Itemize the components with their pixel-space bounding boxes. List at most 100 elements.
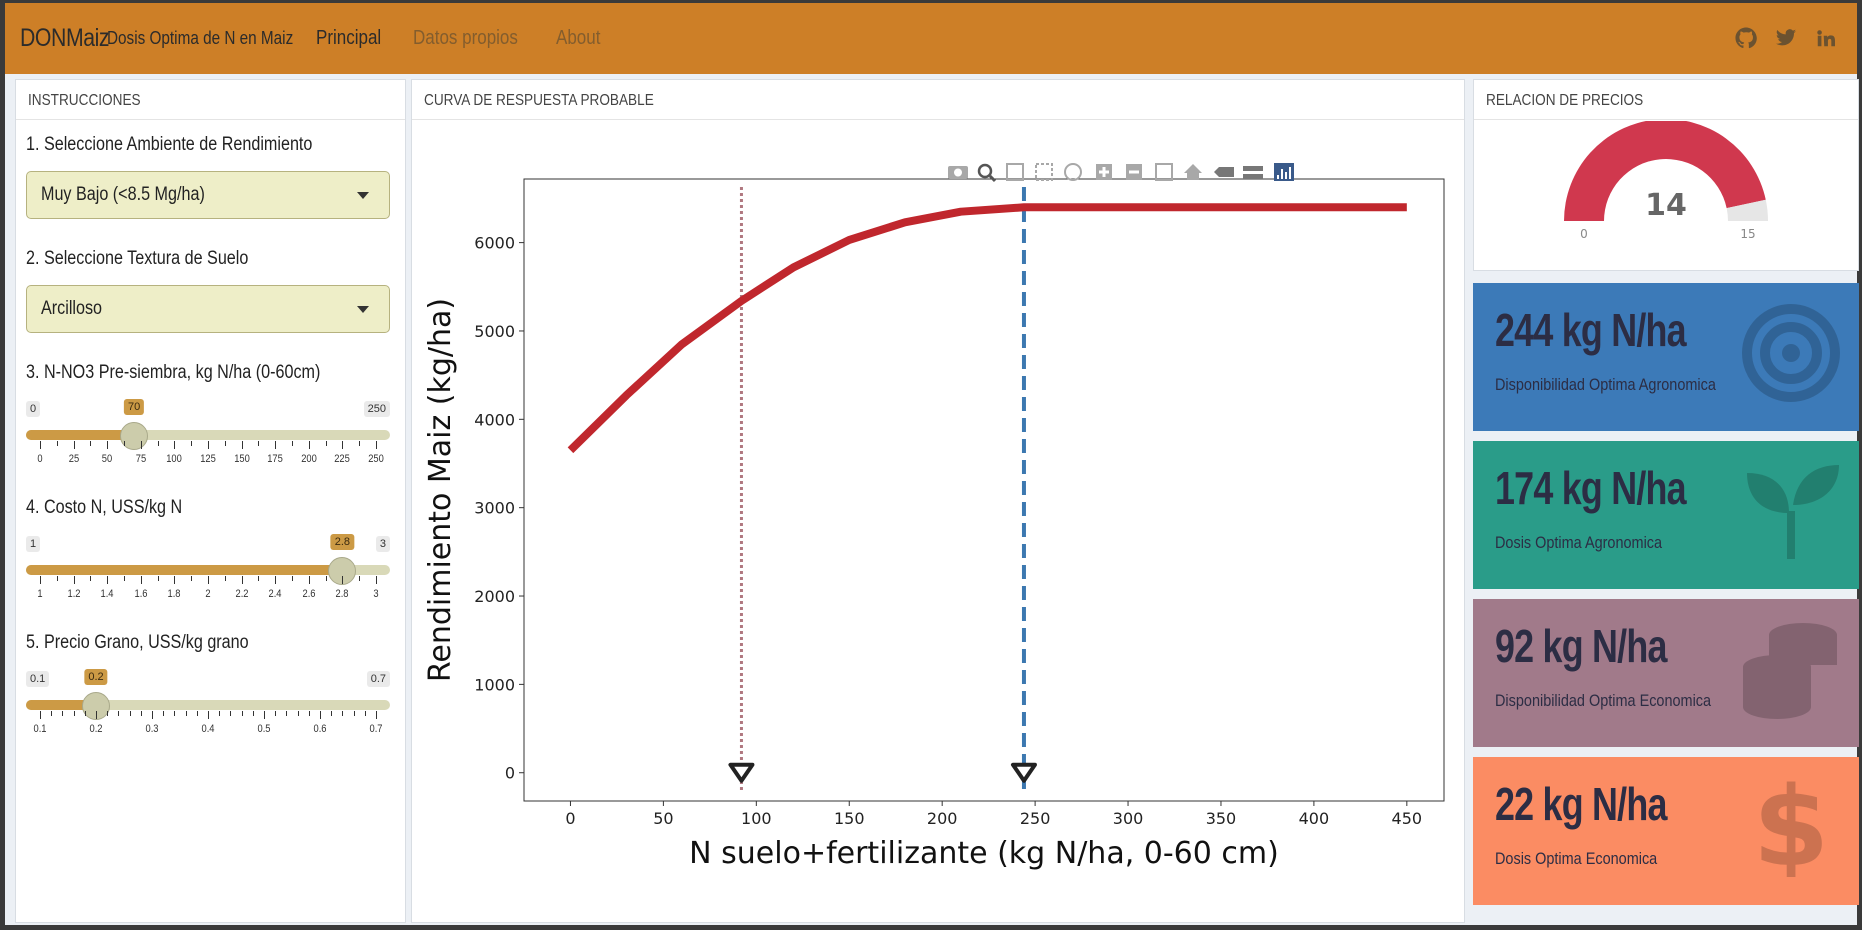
slider-minor-tick [224,441,226,446]
brand-subtitle: Dosis Optima de N en Maiz [106,28,294,48]
slider-tick-label: 0.5 [257,723,271,735]
slider-max-label: 0.7 [366,671,390,687]
slider-min-label: 1 [26,536,41,552]
gauge-max-label: 15 [1740,227,1755,241]
value-box-value: 174 kg N/ha [1495,462,1687,514]
slider-tick [342,441,344,449]
slider-minor-tick [56,576,58,581]
value-box-value: 244 kg N/ha [1495,304,1687,356]
slider-tick [320,711,321,719]
slider-minor-tick [51,711,53,716]
slider-minor-tick [107,711,109,716]
nav-link-about[interactable]: About [556,27,601,49]
x-axis-label: N suelo+fertilizante (kg N/ha, 0-60 cm) [689,836,1279,871]
y-tick-label: 5000 [474,322,515,341]
nav-link-datos-propios[interactable]: Datos propios [412,27,518,49]
coins-icon [1741,619,1841,719]
slider-minor-tick [325,441,327,446]
slider-value-label: 0.2 [84,669,108,685]
slider-minor-tick [118,711,120,716]
camera-icon[interactable] [948,166,968,179]
brand-title[interactable]: DONMaiz [20,24,110,52]
box-select-icon[interactable] [1035,163,1053,181]
chevron-down-icon [357,306,369,313]
costo-n-slider[interactable]: 1 3 2.8 1 1.2 1.4 1.6 1.8 2 2.2 2.4 2.6 2.8 3 [26,534,390,606]
slider-minor-tick [241,711,243,716]
github-icon[interactable] [1735,27,1757,49]
step5-label: 5. Precio Grano, USS/kg grano [26,632,249,653]
curve-title: CURVA DE RESPUESTA PROBABLE [424,92,654,109]
slider-tick-label: 0 [37,453,43,465]
pan-icon[interactable] [1006,163,1024,181]
slider-tick-label: 0.2 [89,723,103,735]
slider-minor-tick [62,711,64,716]
value-box-1: 244 kg N/ha Disponibilidad Optima Agronom… [1473,283,1859,431]
nav-link-principal[interactable]: Principal [315,27,382,49]
slider-minor-tick [364,711,366,716]
slider-minor-tick [353,711,355,716]
slider-tick-label: 0.4 [201,723,215,735]
zoom-out-icon[interactable] [1126,164,1142,180]
slider-tick [241,576,243,584]
slider-tick-label: 2.2 [235,588,249,600]
slider-tick [40,441,41,449]
value-box-value: 92 kg N/ha [1495,620,1667,672]
slider-min-label: 0.1 [26,671,50,687]
hover-closest-icon[interactable] [1214,167,1234,177]
slider-minor-tick [84,711,86,716]
x-tick-label: 350 [1206,809,1237,828]
y-tick-label: 1000 [474,675,515,694]
gauge-remaining-arc [1726,199,1768,221]
slider-tick [264,711,265,719]
plotly-logo-icon[interactable] [1274,163,1294,181]
y-axis-label: Rendimiento Maiz (kg/ha) [423,298,458,682]
slider-tick-label: 250 [368,453,384,465]
slider-tick [40,711,41,719]
ambiente-select[interactable]: Muy Bajo (<8.5 Mg/ha) [26,171,390,219]
target-icon [1741,303,1841,403]
slider-tick [275,441,277,449]
slider-tick [275,576,277,584]
precio-grano-slider[interactable]: 0.1 0.7 0.2 0.1 0.2 0.3 0.4 0.5 0.6 0.7 [26,669,390,741]
slider-tick-label: 0.1 [33,723,47,735]
curve-header: CURVA DE RESPUESTA PROBABLE [412,80,1464,120]
slider-track [26,700,390,710]
slider-minor-tick [196,711,198,716]
y-tick-label: 2000 [474,587,515,606]
nno3-slider[interactable]: 0 250 70 0 25 50 75 100 125 150 175 200 225 250 [26,399,390,471]
prices-title: RELACION DE PRECIOS [1486,92,1644,109]
zoom-in-icon[interactable] [1096,164,1112,180]
slider-tick [40,576,41,584]
x-tick-label: 0 [565,809,575,828]
instructions-panel: INSTRUCCIONES 1. Seleccione Ambiente de … [15,79,406,923]
x-tick-label: 300 [1113,809,1144,828]
gauge-min-label: 0 [1580,227,1588,241]
twitter-icon[interactable] [1775,27,1797,49]
slider-tick-label: 2 [205,588,211,600]
response-curve-chart[interactable]: 0 50 100 150 200 250 300 350 400 450 0 1000 2000 3000… [412,121,1464,921]
hover-compare-icon[interactable] [1243,166,1263,179]
textura-select[interactable]: Arcilloso [26,285,390,333]
autoscale-icon[interactable] [1155,163,1173,181]
slider-minor-tick [359,441,361,446]
value-box-description: Disponibilidad Optima Agronomica [1495,375,1716,394]
slider-minor-tick [157,441,159,446]
y-tick-label: 4000 [474,410,515,429]
zoom-icon[interactable] [977,163,997,183]
slider-max-label: 3 [375,536,390,552]
slider-minor-tick [185,711,187,716]
slider-tick [376,576,377,584]
linkedin-icon[interactable] [1815,27,1837,49]
home-icon[interactable] [1184,164,1202,180]
slider-tick [241,441,243,449]
gauge-value: 14 [1645,188,1687,223]
slider-tick-label: 0.6 [313,723,327,735]
slider-minor-tick [359,576,361,581]
slider-tick-label: 0.3 [145,723,159,735]
step2-label: 2. Seleccione Textura de Suelo [26,248,249,269]
lasso-icon[interactable] [1064,163,1082,181]
x-tick-label: 250 [1020,809,1051,828]
step3-label: 3. N-NO3 Pre-siembra, kg N/ha (0-60cm) [26,362,321,383]
slider-max-label: 250 [363,401,390,417]
slider-tick [73,441,75,449]
